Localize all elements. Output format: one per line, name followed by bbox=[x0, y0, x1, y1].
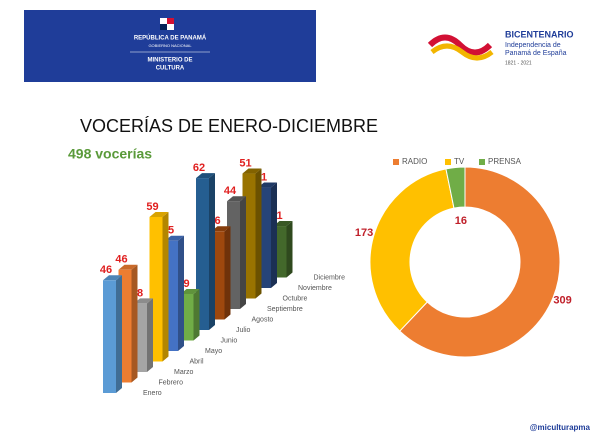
donut-segment bbox=[445, 166, 466, 209]
logo-years: 1821 - 2021 bbox=[505, 60, 532, 66]
bar-side bbox=[178, 235, 184, 351]
bar-side bbox=[147, 298, 153, 372]
bar-chart: 214151443662194559284646EneroFebreroMarz… bbox=[100, 157, 345, 396]
donut-chart: 309 173 16 RADIO TV PRENSA bbox=[355, 157, 572, 358]
logo-text: MINISTERIO DE bbox=[147, 58, 192, 64]
x-tick-label: Julio bbox=[236, 327, 251, 334]
bar-side bbox=[240, 196, 246, 309]
bar-top bbox=[258, 182, 277, 188]
x-tick-label: Septiembre bbox=[267, 306, 303, 313]
bar-side bbox=[162, 211, 169, 362]
data-label: 16 bbox=[455, 215, 467, 227]
data-label: 46 bbox=[115, 254, 127, 266]
x-tick-label: Agosto bbox=[252, 316, 274, 323]
logo-title: BICENTENARIO bbox=[505, 29, 574, 39]
bar-top bbox=[103, 275, 122, 281]
legend-label: RADIO bbox=[402, 157, 427, 166]
bar-top bbox=[227, 196, 246, 202]
bicentenario-logo bbox=[427, 34, 493, 56]
bar-top bbox=[180, 288, 200, 294]
x-tick-label: Mayo bbox=[205, 348, 222, 355]
bar-side bbox=[209, 173, 215, 330]
x-tick-label: Marzo bbox=[174, 369, 194, 376]
data-label: 309 bbox=[553, 295, 571, 307]
legend-swatch bbox=[445, 159, 451, 165]
x-tick-label: Enero bbox=[143, 390, 162, 397]
data-label: 46 bbox=[100, 264, 112, 276]
chart-title: VOCERÍAS DE ENERO-DICIEMBRE bbox=[80, 116, 378, 136]
data-label: 44 bbox=[224, 185, 237, 197]
bar-top bbox=[196, 173, 215, 179]
x-tick-label: Octubre bbox=[283, 295, 308, 302]
legend-label: PRENSA bbox=[488, 157, 522, 166]
logo-text: REPÚBLICA DE PANAMÁ bbox=[134, 35, 207, 42]
x-tick-label: Junio bbox=[221, 337, 238, 344]
bar-side bbox=[193, 288, 200, 341]
logo-text: CULTURA bbox=[156, 66, 185, 72]
bar-top bbox=[211, 226, 231, 232]
x-tick-label: Noviembre bbox=[298, 285, 332, 292]
bar-top bbox=[242, 168, 262, 174]
bar bbox=[103, 280, 116, 393]
data-label: 173 bbox=[355, 227, 373, 239]
chart-subtitle: 498 vocerías bbox=[68, 146, 152, 162]
bar-side bbox=[255, 168, 262, 299]
x-tick-label: Diciembre bbox=[314, 274, 346, 281]
data-label: 62 bbox=[193, 162, 205, 174]
legend-label: TV bbox=[454, 157, 465, 166]
x-tick-label: Febrero bbox=[159, 379, 184, 386]
data-label: 51 bbox=[239, 157, 251, 169]
logo-text: Independencia de bbox=[505, 42, 561, 49]
footer-handle: @miculturapma bbox=[530, 423, 591, 432]
logo-text: GOBIERNO NACIONAL bbox=[148, 43, 192, 48]
bar-top bbox=[149, 211, 169, 217]
flag-part bbox=[167, 18, 174, 24]
bar-side bbox=[224, 226, 231, 320]
flag-part bbox=[160, 24, 167, 30]
donut-segment bbox=[399, 166, 561, 358]
legend-swatch bbox=[393, 159, 399, 165]
bar-side bbox=[286, 221, 293, 278]
x-tick-label: Abril bbox=[190, 358, 204, 365]
bar-side bbox=[271, 182, 277, 288]
legend-swatch bbox=[479, 159, 485, 165]
donut-segment bbox=[369, 168, 455, 332]
bar-top bbox=[165, 235, 184, 241]
bicentenario-logo bbox=[430, 43, 494, 61]
bar-top bbox=[118, 264, 138, 270]
logo-text: Panamá de España bbox=[505, 50, 567, 57]
bar-top bbox=[273, 221, 293, 227]
data-label: 59 bbox=[146, 201, 158, 213]
bar-side bbox=[131, 264, 138, 383]
bar-top bbox=[134, 298, 153, 304]
bar-side bbox=[116, 275, 122, 393]
